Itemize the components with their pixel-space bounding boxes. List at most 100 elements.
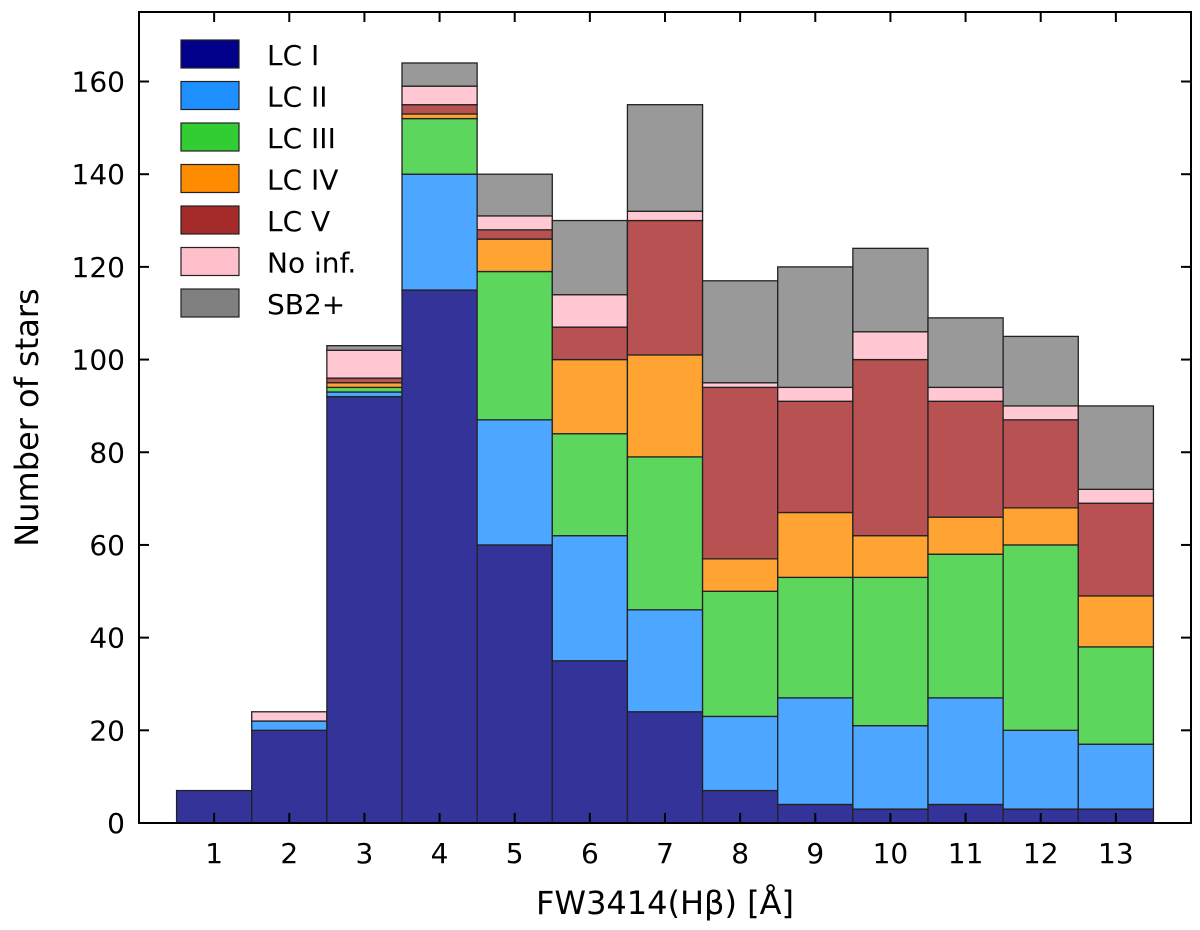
x-tick-label: 13 <box>1098 837 1134 870</box>
x-tick-label: 2 <box>280 837 298 870</box>
legend-swatch <box>180 205 240 235</box>
bar-segment <box>927 697 1004 806</box>
bar-segment <box>626 711 704 824</box>
bar-segment <box>401 104 478 115</box>
bar-segment <box>852 247 929 333</box>
bar-segment <box>852 725 929 810</box>
legend-label: SB2+ <box>267 288 345 321</box>
bar-segment <box>551 326 629 361</box>
y-tick-label: 40 <box>89 622 125 655</box>
bar-segment <box>326 345 403 351</box>
legend-label: No inf. <box>267 247 356 280</box>
bar-segment <box>326 391 403 398</box>
bar-segment <box>777 576 854 699</box>
bar-segment <box>476 229 553 240</box>
x-tick-label: 11 <box>948 837 984 870</box>
x-tick-label: 6 <box>581 837 599 870</box>
legend-swatch <box>180 80 240 111</box>
bar-segment <box>626 219 704 356</box>
bar-segment <box>852 576 929 727</box>
legend-label: LC III <box>267 122 336 155</box>
bar-segment <box>401 113 478 120</box>
bar-segment <box>476 238 553 273</box>
legend-swatch <box>180 39 240 69</box>
bar-segment <box>326 349 403 379</box>
bar-segment <box>401 85 478 106</box>
bar-segment <box>476 173 553 217</box>
bar-segment <box>476 270 553 421</box>
bar-segment <box>927 553 1004 699</box>
y-tick-label: 60 <box>89 529 125 562</box>
y-tick-label: 120 <box>72 251 125 284</box>
bar-segment <box>1002 419 1079 509</box>
bar-segment <box>326 386 403 393</box>
bar-segment <box>476 215 553 231</box>
bar-segment <box>701 382 779 389</box>
bar-segment <box>1002 507 1079 546</box>
x-tick-label: 7 <box>656 837 674 870</box>
bar-segment <box>476 544 553 824</box>
x-tick-label: 4 <box>431 837 449 870</box>
bar-segment <box>626 210 704 222</box>
legend-swatch <box>180 122 240 152</box>
y-tick-label: 80 <box>89 436 125 469</box>
bar-segment <box>1002 729 1079 810</box>
x-axis-label: FW3414(Hβ) [Å] <box>536 884 794 922</box>
bar-segment <box>927 386 1004 402</box>
bar-segment <box>626 609 704 713</box>
x-tick-label: 1 <box>205 837 223 870</box>
bar-segment <box>1077 488 1155 504</box>
bar-segment <box>927 400 1004 518</box>
x-tick-label: 12 <box>1023 837 1059 870</box>
bar-segment <box>1077 646 1155 745</box>
bar-segment <box>777 266 854 389</box>
y-tick-label: 100 <box>72 344 125 377</box>
x-tick-label: 8 <box>731 837 749 870</box>
bar-segment <box>626 456 704 611</box>
legend-label: LC V <box>267 205 330 238</box>
bar-segment <box>927 516 1004 555</box>
bar-segment <box>927 317 1004 389</box>
legend: LC I LC II LC III LC IV LC V No inf. SB2+ <box>180 39 356 321</box>
bar-segment <box>401 289 478 824</box>
bar-segment <box>1077 405 1155 490</box>
bar-segment <box>401 62 478 87</box>
bar-segment <box>1002 405 1079 421</box>
bar-segment <box>551 660 629 824</box>
bar-segment <box>777 400 854 514</box>
x-tick-label: 10 <box>873 837 909 870</box>
bar-segment <box>626 354 704 458</box>
bar-segment <box>551 433 629 537</box>
bar-segment <box>551 294 629 328</box>
bar-segment <box>1077 743 1155 810</box>
bar-segment <box>401 117 478 175</box>
bar-segment <box>251 720 328 731</box>
bar-segment <box>551 219 629 296</box>
bar-segment <box>326 382 403 389</box>
y-tick-label: 0 <box>107 807 125 840</box>
bar-segment <box>551 535 629 662</box>
bar-segment <box>1002 335 1079 407</box>
legend-label: LC II <box>267 81 328 114</box>
y-axis-label: Number of stars <box>8 288 46 546</box>
bar-segment <box>326 395 403 824</box>
bar-segment <box>777 697 854 806</box>
bar-segment <box>701 558 779 592</box>
bar-segment <box>1077 502 1155 597</box>
legend-label: LC IV <box>267 164 338 197</box>
bar-segment <box>777 386 854 402</box>
legend-swatch <box>180 288 240 318</box>
bar-segment <box>852 535 929 579</box>
y-tick-label: 140 <box>72 158 125 191</box>
bar-segment <box>1077 595 1155 648</box>
y-tick-label: 160 <box>72 66 125 99</box>
legend-swatch <box>180 246 240 277</box>
bar-segment <box>701 715 779 792</box>
x-tick-label: 3 <box>356 837 374 870</box>
bar-segment <box>701 590 779 718</box>
bar-segment <box>1002 544 1079 731</box>
bar-segment <box>326 377 403 384</box>
bar-segment <box>251 711 328 722</box>
